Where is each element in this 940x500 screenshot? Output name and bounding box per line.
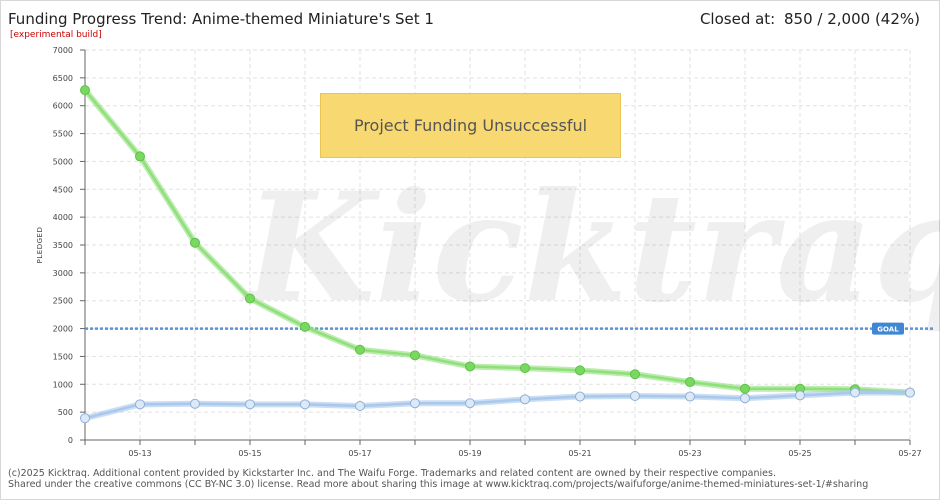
trend-line [84, 89, 911, 394]
y-axis-label: PLEDGED [36, 227, 44, 264]
status-banner: Project Funding Unsuccessful [320, 93, 621, 158]
pledged-point [850, 387, 860, 398]
x-tick-label: 05-25 [788, 449, 811, 458]
goal-badge-label: GOAL [877, 326, 899, 334]
pledged-point [410, 398, 420, 409]
trend-point [630, 369, 640, 380]
trend-point [520, 363, 530, 374]
trend-point [245, 293, 255, 304]
pledged-point [245, 399, 255, 410]
trend-point [355, 344, 365, 355]
y-tick-label: 2000 [53, 325, 73, 334]
pledged-point [300, 399, 310, 410]
x-tick-label: 05-19 [458, 449, 481, 458]
y-tick-label: 7000 [53, 46, 73, 55]
y-tick-label: 5000 [53, 157, 73, 166]
pledged-point [80, 413, 90, 424]
y-tick-label: 0 [68, 436, 73, 445]
pledged-point [355, 401, 365, 412]
closed-value: 850 / 2,000 (42%) [784, 10, 920, 28]
trend-point [575, 365, 585, 376]
pledged-point [795, 390, 805, 401]
chart-title: Funding Progress Trend: Anime-themed Min… [8, 10, 434, 28]
y-tick-label: 3500 [53, 241, 73, 250]
trend-point [740, 383, 750, 394]
x-tick-label: 05-15 [238, 449, 261, 458]
footer-copyright: (c)2025 Kicktraq. Additional content pro… [8, 468, 776, 479]
trend-point [80, 85, 90, 96]
x-tick-label: 05-27 [898, 449, 921, 458]
trend-point [135, 151, 145, 162]
x-tick-label: 05-13 [128, 449, 151, 458]
watermark-logo: Kicktraq [241, 160, 940, 336]
y-tick-label: 500 [58, 408, 73, 417]
trend-point [190, 237, 200, 248]
pledged-point [685, 391, 695, 402]
pledged-point [520, 394, 530, 405]
x-tick-labels: 05-13 05-15 05-17 05-19 05-21 05-23 05-25 05-27 [128, 449, 921, 458]
y-tick-label: 2500 [53, 297, 73, 306]
y-tick-label: 4000 [53, 213, 73, 222]
y-tick-label: 1500 [53, 352, 73, 361]
goal-badge [872, 322, 904, 335]
pledged-point [575, 391, 585, 402]
y-tick-label: 5500 [53, 130, 73, 139]
pledged-point [135, 399, 145, 410]
y-tick-label: 6500 [53, 74, 73, 83]
build-tag: [experimental build] [10, 30, 102, 40]
pledged-point [740, 393, 750, 404]
y-tick-labels: 0 500 1000 1500 2000 2500 3000 3500 4000 4500 5000… [53, 46, 73, 445]
axes [80, 49, 911, 445]
y-tick-label: 3000 [53, 269, 73, 278]
svg-text:Kicktraq: Kicktraq [241, 160, 940, 336]
series-lines [80, 85, 915, 424]
pledged-point [905, 387, 915, 398]
footer: (c)2025 Kicktraq. Additional content pro… [8, 468, 868, 490]
pledged-line [84, 391, 910, 420]
x-tick-label: 05-23 [678, 449, 701, 458]
pledged-point [190, 398, 200, 409]
y-tick-label: 4500 [53, 185, 73, 194]
pledged-point [630, 390, 640, 401]
pledged-point [465, 398, 475, 409]
trend-point [685, 377, 695, 388]
trend-point [465, 361, 475, 372]
closed-label: Closed at: [699, 10, 776, 28]
y-tick-label: 1000 [53, 380, 73, 389]
trend-point [300, 321, 310, 332]
y-tick-label: 6000 [53, 102, 73, 111]
goal-line: GOAL [85, 322, 935, 335]
footer-license: Shared under the creative commons (CC BY… [8, 479, 869, 490]
x-tick-label: 05-17 [348, 449, 371, 458]
x-tick-label: 05-21 [568, 449, 591, 458]
trend-point [410, 350, 420, 361]
closed-status: Closed at: 850 / 2,000 (42%) [696, 10, 920, 28]
